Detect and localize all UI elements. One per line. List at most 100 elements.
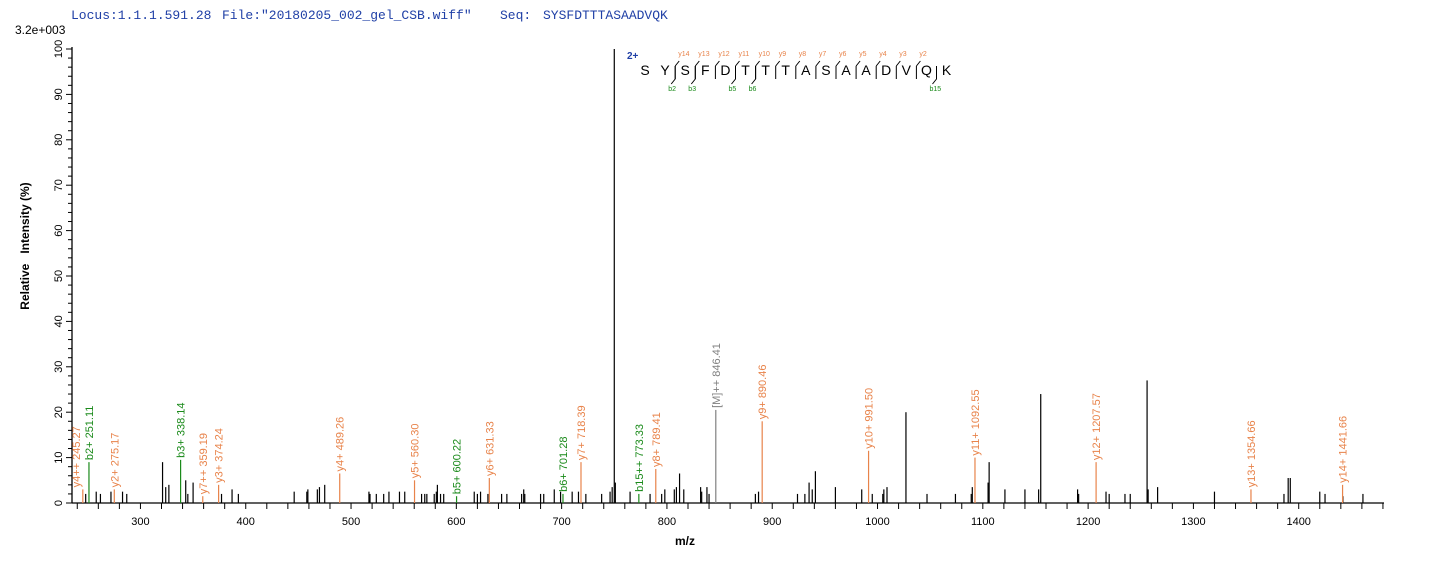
residue: S <box>681 62 690 78</box>
x-tick-label: 1300 <box>1181 516 1205 528</box>
residue: D <box>881 62 891 78</box>
y-ion-label: y4 <box>879 51 887 58</box>
y-tick-label: 0 <box>53 500 65 506</box>
residue: A <box>841 62 851 78</box>
y-ion-marker <box>875 60 881 79</box>
y-ion-label: y2 <box>919 51 927 58</box>
y-ion-marker <box>835 60 841 79</box>
residue: A <box>861 62 871 78</box>
y-ion-label: y13 <box>698 51 709 58</box>
y-tick-label: 30 <box>53 361 65 373</box>
peak-label: y9+ 890.46 <box>757 365 769 420</box>
y-ion-label: y6 <box>839 51 847 58</box>
header-seq-value: SYSFDTTTASAADVQK <box>543 8 668 23</box>
y-tick-label: 40 <box>53 315 65 327</box>
residue: D <box>720 62 730 78</box>
y-ion-label: y7 <box>819 51 827 58</box>
x-tick-label: 400 <box>237 516 255 528</box>
peak-label: y10+ 991.50 <box>864 388 876 449</box>
residue: K <box>942 62 952 78</box>
y-tick-label: 90 <box>53 88 65 100</box>
peak-label: [M]++ 846.41 <box>711 343 723 408</box>
residue: T <box>781 62 790 78</box>
y-ion-label: y8 <box>799 51 807 58</box>
x-tick-label: 1100 <box>971 516 995 528</box>
peak-label: y6+ 631.33 <box>484 421 496 476</box>
header-locus: Locus:1.1.1.591.28 <box>71 8 211 23</box>
y-ion-marker <box>714 60 720 79</box>
y-ion-label: y14 <box>678 51 689 58</box>
b-ion-label: b6 <box>749 86 757 93</box>
y-ion-marker <box>674 60 680 79</box>
y-ion-marker <box>855 60 861 79</box>
x-tick-label: 1200 <box>1076 516 1100 528</box>
y-ion-label: y9 <box>779 51 787 58</box>
x-tick-label: 500 <box>342 516 360 528</box>
intensity-scale: 3.2e+003 <box>15 23 66 37</box>
y-tick-label: 20 <box>53 406 65 418</box>
b-ion-marker <box>690 66 696 85</box>
residue: S <box>640 62 649 78</box>
y-ion-marker <box>755 60 760 79</box>
peak-label: y11+ 1092.55 <box>970 389 982 455</box>
peak-label: b6+ 701.28 <box>558 437 570 492</box>
peak-label: y3+ 374.24 <box>214 428 226 483</box>
b-ion-marker <box>670 66 676 85</box>
b-ion-marker <box>751 66 757 85</box>
y-tick-label: 60 <box>53 224 65 236</box>
x-tick-label: 700 <box>552 516 570 528</box>
b-ion-label: b3 <box>688 86 696 93</box>
y-axis-label: Relative Intensity (%) <box>18 182 32 309</box>
residue: F <box>701 62 710 78</box>
y-ion-label: y3 <box>899 51 907 58</box>
y-tick-label: 80 <box>53 134 65 146</box>
residue: S <box>821 62 830 78</box>
y-ion-label: y10 <box>759 51 770 58</box>
residue: T <box>741 62 750 78</box>
residue: Q <box>921 62 932 78</box>
peak-label: y8+ 789.41 <box>651 412 663 467</box>
residue: Y <box>660 62 670 78</box>
peak-label: b3+ 338.14 <box>176 402 188 457</box>
peak-label: y7+ 718.39 <box>576 405 588 460</box>
y-ion-label: y11 <box>739 51 750 58</box>
peak-label: b5+ 600.22 <box>452 439 464 494</box>
y-ion-marker <box>775 60 781 79</box>
y-ion-marker <box>694 60 700 79</box>
x-tick-label: 900 <box>763 516 781 528</box>
peak-label: y12+ 1207.57 <box>1091 393 1103 460</box>
x-tick-label: 800 <box>658 516 676 528</box>
b-ion-label: b5 <box>729 86 737 93</box>
y-ion-marker <box>915 60 921 79</box>
y-ion-label: y12 <box>718 51 729 58</box>
x-tick-label: 1000 <box>865 516 889 528</box>
y-tick-label: 50 <box>53 270 65 282</box>
y-ion-marker <box>815 60 821 79</box>
peak-label: y13+ 1354.66 <box>1246 420 1258 487</box>
residue: T <box>761 62 770 78</box>
y-tick-label: 100 <box>53 40 65 58</box>
x-axis-label: m/z <box>675 534 695 548</box>
x-tick-label: 300 <box>131 516 149 528</box>
peak-label: y5+ 560.30 <box>410 424 422 479</box>
b-ion-label: b15 <box>930 86 942 93</box>
peak-label: b15++ 773.33 <box>634 424 646 492</box>
header-file: File:"20180205_002_gel_CSB.wiff" <box>222 8 472 23</box>
residue: V <box>902 62 912 78</box>
b-ion-marker <box>932 66 937 85</box>
peak-label: y4++ 245.27 <box>71 426 83 487</box>
y-ion-marker <box>795 60 801 79</box>
peak-label: b2+ 251.11 <box>84 406 96 461</box>
charge-state: 2+ <box>627 51 639 62</box>
peak-label: y7++ 359.19 <box>198 433 210 494</box>
y-ion-marker <box>895 60 901 79</box>
residue: A <box>801 62 811 78</box>
y-ion-label: y5 <box>859 51 867 58</box>
header-seq-label: Seq: <box>500 8 531 23</box>
y-tick-label: 70 <box>53 179 65 191</box>
b-ion-label: b2 <box>668 86 676 93</box>
y-ion-marker <box>735 60 740 79</box>
x-tick-label: 600 <box>447 516 465 528</box>
b-ion-marker <box>731 66 736 85</box>
